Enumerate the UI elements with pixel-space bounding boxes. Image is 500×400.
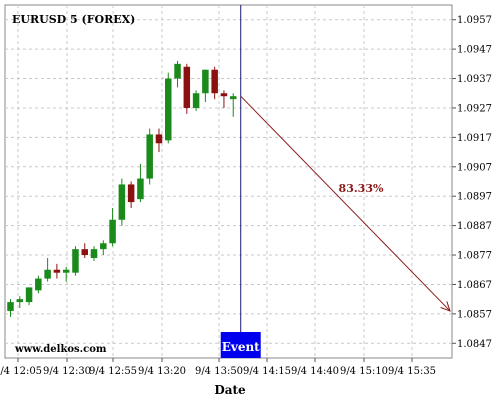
x-tick-label: 9/4 12:30 [43, 366, 91, 377]
event-box [220, 332, 261, 358]
candle-body [62, 269, 70, 273]
candle-body [25, 287, 33, 303]
candle-body [127, 184, 135, 203]
x-tick-label: 9/4 15:35 [388, 366, 436, 377]
y-tick-label: 1.0887 [457, 221, 492, 232]
candle-body [53, 269, 61, 273]
y-tick-label: 1.0907 [457, 162, 492, 173]
plot-area [4, 4, 453, 359]
candle-body [100, 243, 107, 250]
x-tick-label: 9/4 12:55 [89, 366, 137, 377]
candle-body [16, 299, 24, 303]
candle-body [183, 66, 191, 108]
watermark: www.delkos.com [14, 344, 107, 355]
x-axis-ticks: 9/4 12:059/4 12:309/4 12:559/4 13:20 9/4 … [0, 358, 436, 377]
candle-body [90, 249, 98, 258]
candle-body [211, 69, 218, 94]
y-tick-label: 1.0927 [457, 103, 492, 114]
candle-body [229, 96, 237, 100]
candle-body [220, 93, 228, 97]
candle-body [165, 78, 172, 141]
candle-body [7, 302, 14, 311]
y-tick-label: 1.0947 [457, 45, 492, 56]
candle-body [44, 269, 51, 279]
forecast-arrow [240, 95, 451, 312]
candle-body [155, 134, 163, 144]
candle-body [174, 63, 181, 79]
x-tick-label: 9/4 14:40 [291, 366, 339, 377]
candle-body [118, 184, 126, 220]
x-tick-label: 9/4 15:10 [340, 366, 388, 377]
x-tick-label: 9/4 12:05 [0, 366, 42, 377]
candle-body [35, 278, 42, 291]
y-axis-ticks: 1.0957 1.0947 1.0937 1.0927 1.0917 1.0907 1.08… [452, 15, 492, 350]
forecast-arrow-head [440, 301, 451, 312]
candles [7, 60, 237, 317]
y-tick-label: 1.0857 [457, 309, 492, 320]
candle-body [81, 249, 88, 256]
event-label: Event [222, 340, 260, 354]
forecast-label: 83.33% [339, 182, 384, 195]
candle-body [192, 93, 200, 108]
candle-body [202, 69, 209, 94]
y-tick-label: 1.0937 [457, 74, 492, 85]
y-tick-label: 1.0877 [457, 251, 492, 262]
candle-body [137, 178, 144, 200]
x-tick-label: 9/4 13:50 [195, 366, 243, 377]
y-tick-label: 1.0847 [457, 339, 492, 350]
x-tick-label: 9/4 13:20 [138, 366, 186, 377]
x-tick-label: 9/4 14:15 [243, 366, 291, 377]
candle-body [72, 249, 79, 273]
candle-body [146, 134, 153, 179]
x-axis-label: Date [214, 383, 246, 397]
y-tick-label: 1.0897 [457, 192, 492, 203]
y-tick-label: 1.0957 [457, 15, 492, 26]
chart-title: EURUSD 5 (FOREX) [12, 13, 135, 26]
y-tick-label: 1.0867 [457, 280, 492, 291]
candle-body [109, 219, 116, 244]
y-tick-label: 1.0917 [457, 133, 492, 144]
